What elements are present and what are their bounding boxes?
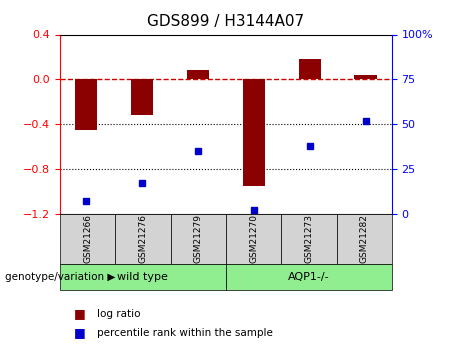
- Text: AQP1-/-: AQP1-/-: [288, 272, 330, 282]
- Title: GDS899 / H3144A07: GDS899 / H3144A07: [148, 14, 304, 29]
- Bar: [299, 59, 321, 79]
- Text: GSM21266: GSM21266: [83, 214, 92, 264]
- Text: GSM21282: GSM21282: [360, 215, 369, 263]
- Text: GSM21276: GSM21276: [138, 214, 148, 264]
- Bar: [75, 79, 97, 130]
- Text: GSM21270: GSM21270: [249, 214, 258, 264]
- Text: ■: ■: [74, 326, 85, 339]
- Bar: [242, 79, 265, 186]
- Text: percentile rank within the sample: percentile rank within the sample: [97, 328, 273, 338]
- Text: GSM21273: GSM21273: [304, 214, 313, 264]
- Text: GSM21279: GSM21279: [194, 214, 203, 264]
- Bar: [187, 70, 209, 79]
- Bar: [355, 75, 377, 79]
- Text: genotype/variation ▶: genotype/variation ▶: [5, 272, 115, 282]
- Bar: [131, 79, 153, 115]
- Text: ■: ■: [74, 307, 85, 321]
- Text: wild type: wild type: [118, 272, 168, 282]
- Text: log ratio: log ratio: [97, 309, 140, 319]
